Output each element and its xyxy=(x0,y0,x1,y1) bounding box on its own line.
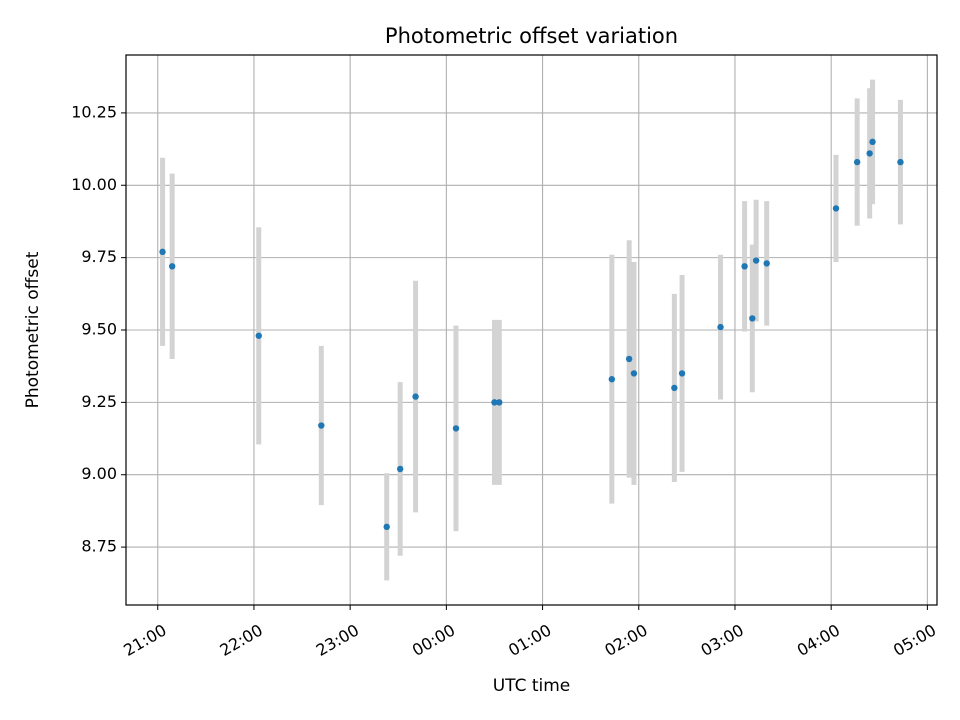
data-point-7 xyxy=(452,425,460,432)
x-axis-label: UTC time xyxy=(493,676,571,696)
data-point-1 xyxy=(168,263,176,270)
data-point-14 xyxy=(678,370,686,377)
y-tick-label-5: 10.00 xyxy=(71,175,117,194)
y-tick-label-3: 9.50 xyxy=(81,320,117,339)
y-tick-label-2: 9.25 xyxy=(81,392,117,411)
data-point-0 xyxy=(159,248,166,256)
data-point-2 xyxy=(255,332,262,339)
data-point-22 xyxy=(866,150,873,157)
y-axis-ticks: 8.75 9.00 9.25 9.50 9.75 10.00 10.25 xyxy=(71,102,126,556)
data-points xyxy=(159,138,904,531)
data-point-3 xyxy=(318,422,325,429)
data-point-24 xyxy=(897,158,904,166)
data-point-20 xyxy=(832,205,840,212)
y-tick-label-1: 9.00 xyxy=(81,464,117,483)
data-point-6 xyxy=(412,393,419,400)
chart-title: Photometric offset variation xyxy=(385,24,678,48)
data-point-9 xyxy=(496,399,503,406)
y-tick-label-4: 9.75 xyxy=(81,247,117,266)
data-point-12 xyxy=(630,370,638,377)
data-point-10 xyxy=(608,376,616,383)
data-point-17 xyxy=(749,315,756,322)
data-point-11 xyxy=(625,355,633,363)
data-point-21 xyxy=(853,158,861,166)
data-point-5 xyxy=(396,465,404,473)
data-point-19 xyxy=(763,260,770,267)
y-tick-label-0: 8.75 xyxy=(81,537,117,556)
data-point-18 xyxy=(752,257,760,264)
data-point-23 xyxy=(869,138,876,146)
y-tick-label-6: 10.25 xyxy=(71,102,117,121)
data-point-13 xyxy=(671,384,678,392)
y-axis-label: Photometric offset xyxy=(23,251,43,408)
data-point-4 xyxy=(383,523,390,531)
data-point-15 xyxy=(717,323,724,331)
data-point-8 xyxy=(491,399,498,406)
data-point-16 xyxy=(741,263,748,270)
